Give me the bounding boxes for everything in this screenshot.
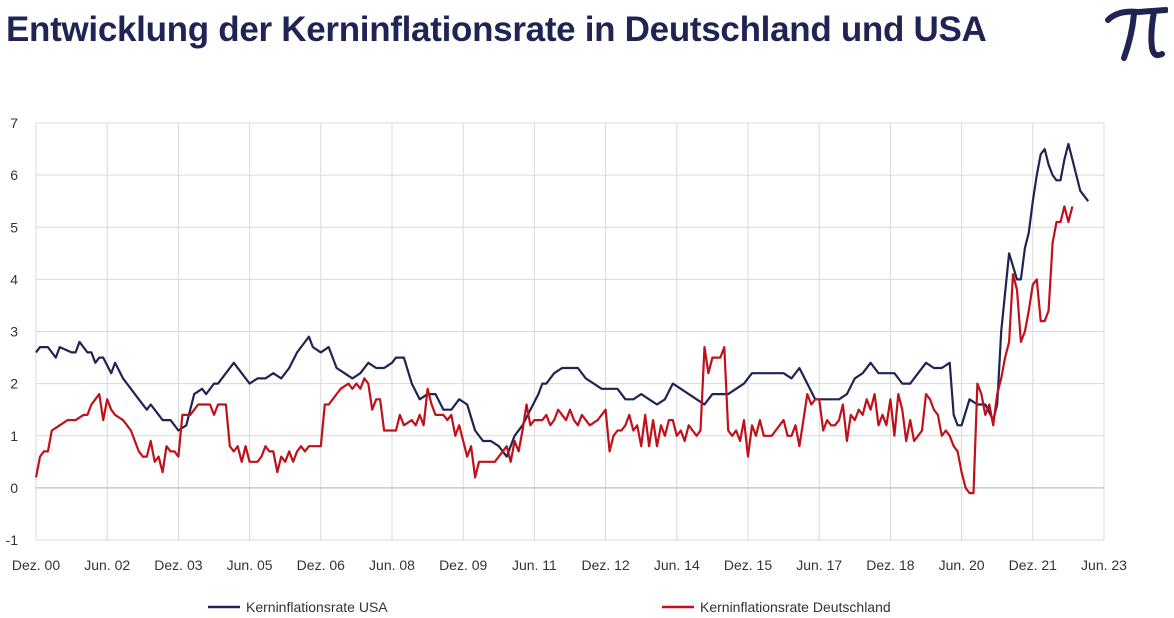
y-tick-label: -1 [6, 532, 19, 548]
y-tick-label: 1 [10, 428, 18, 444]
x-tick-label: Jun. 23 [1081, 557, 1127, 573]
x-tick-label: Dez. 03 [154, 557, 202, 573]
y-tick-label: 4 [10, 271, 18, 287]
x-tick-label: Jun. 08 [369, 557, 415, 573]
y-tick-label: 3 [10, 324, 18, 340]
x-tick-label: Jun. 14 [654, 557, 700, 573]
x-tick-label: Dez. 06 [297, 557, 345, 573]
x-tick-label: Jun. 20 [939, 557, 985, 573]
legend-label: Kerninflationsrate USA [246, 599, 388, 615]
series-line-usa [35, 142, 1090, 458]
x-tick-label: Dez. 15 [724, 557, 772, 573]
series-lines [34, 142, 1090, 495]
y-tick-label: 6 [10, 167, 18, 183]
x-tick-label: Jun. 05 [227, 557, 273, 573]
y-tick-label: 7 [10, 115, 18, 131]
y-tick-label: 5 [10, 219, 18, 235]
page-title: Entwicklung der Kerninflationsrate in De… [6, 10, 987, 49]
x-tick-label: Dez. 09 [439, 557, 487, 573]
x-tick-label: Jun. 02 [84, 557, 130, 573]
y-tick-label: 2 [10, 376, 18, 392]
grid-lines [35, 122, 1105, 541]
x-tick-label: Jun. 11 [512, 557, 557, 573]
x-tick-label: Dez. 18 [866, 557, 914, 573]
axes: -1 0 1 2 3 4 5 6 7 Dez. 00 Jun. 02 Dez. 03 Jun. 05 De… [6, 115, 1128, 573]
x-tick-label: Jun. 17 [796, 557, 842, 573]
series-line-germany [34, 205, 1074, 495]
legend: Kerninflationsrate USA Kerninflationsrate… [208, 599, 891, 615]
legend-label: Kerninflationsrate Deutschland [700, 599, 891, 615]
pi-logo-icon [1105, 7, 1168, 61]
x-tick-label: Dez. 00 [12, 557, 60, 573]
y-tick-label: 0 [10, 480, 18, 496]
x-tick-label: Dez. 21 [1009, 557, 1057, 573]
x-tick-label: Dez. 12 [581, 557, 629, 573]
